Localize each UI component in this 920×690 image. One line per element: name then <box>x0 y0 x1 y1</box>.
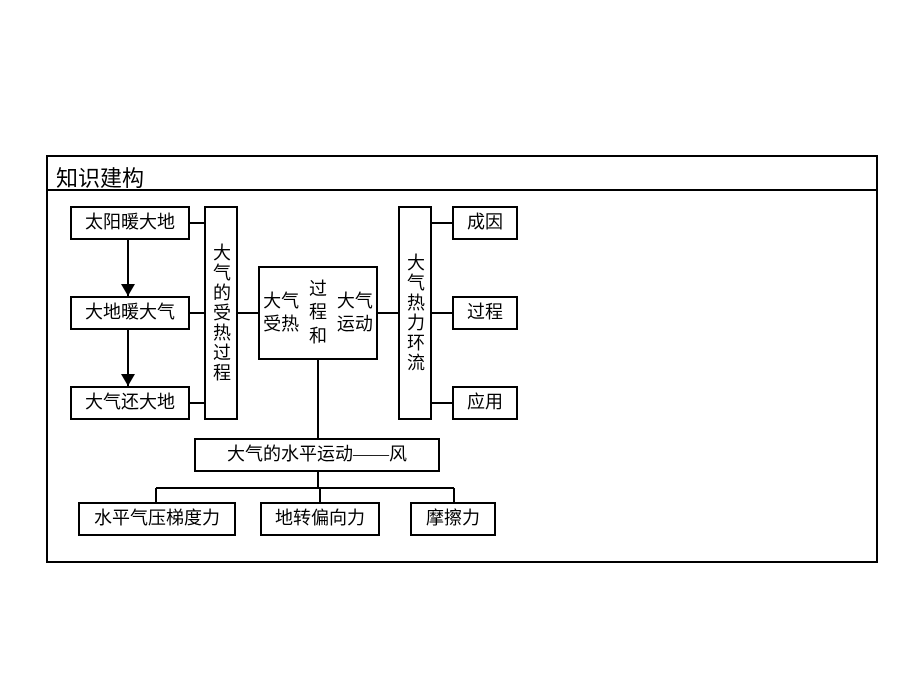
node-left1: 太阳暖大地 <box>70 206 190 240</box>
node-vright: 大气热力环流 <box>398 206 432 420</box>
node-left3: 大气还大地 <box>70 386 190 420</box>
node-vleft: 大气的受热过程 <box>204 206 238 420</box>
node-center: 大气受热过程和大气运动 <box>258 266 378 360</box>
node-wind: 大气的水平运动——风 <box>194 438 440 472</box>
diagram-title: 知识建构 <box>46 155 878 191</box>
node-right2: 过程 <box>452 296 518 330</box>
node-right3: 应用 <box>452 386 518 420</box>
node-bottom2: 地转偏向力 <box>260 502 380 536</box>
node-bottom3: 摩擦力 <box>410 502 496 536</box>
node-left2: 大地暖大气 <box>70 296 190 330</box>
node-bottom1: 水平气压梯度力 <box>78 502 236 536</box>
node-right1: 成因 <box>452 206 518 240</box>
